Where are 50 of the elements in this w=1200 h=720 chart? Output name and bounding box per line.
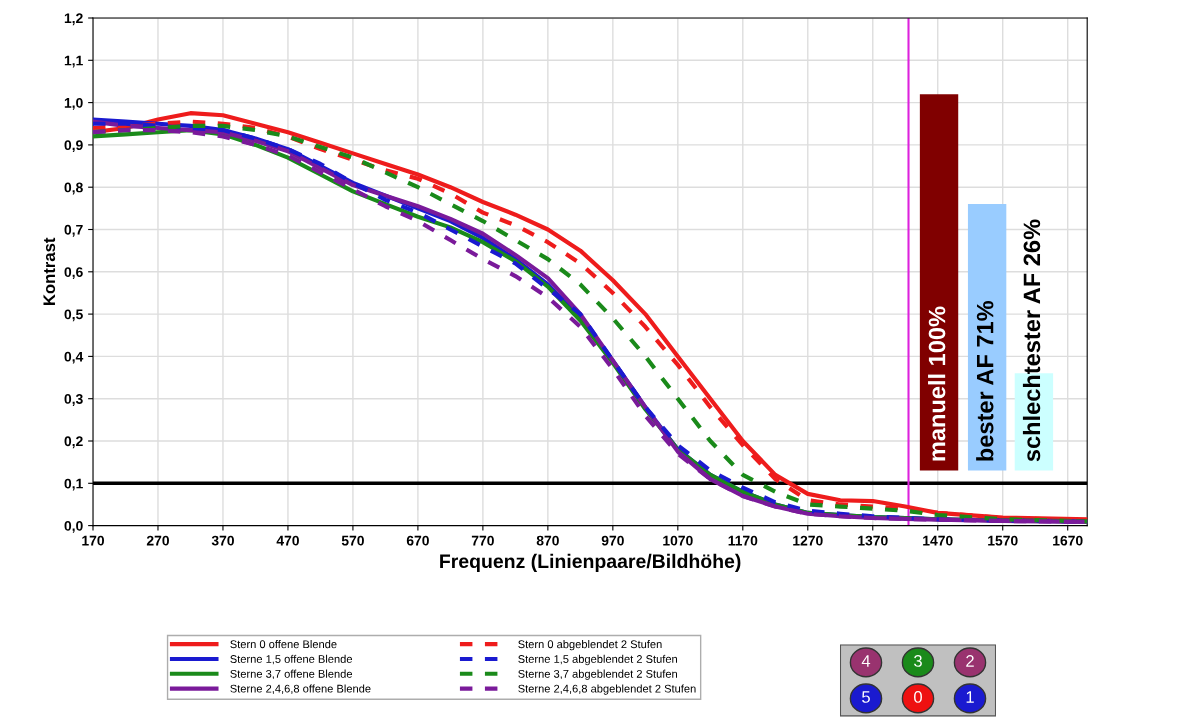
- y-tick-label: 1,1: [64, 55, 83, 68]
- x-tick-label: 870: [536, 535, 559, 546]
- y-tick-label: 0,9: [64, 140, 83, 153]
- y-tick-label: 0,2: [64, 436, 83, 449]
- x-axis-title: Frequenz (Linienpaare/Bildhöhe): [440, 553, 741, 572]
- legend-label: Sterne 1,5 abgeblendet 2 Stufen: [518, 654, 677, 666]
- x-tick-label: 1270: [793, 535, 823, 546]
- x-tick-label: 1470: [923, 535, 953, 546]
- x-tick-label: 470: [276, 535, 299, 546]
- data-label: manuell 100%: [928, 306, 946, 461]
- legend-label: Sterne 1,5 offene Blende: [230, 654, 353, 665]
- y-tick-label: 0,4: [64, 351, 84, 364]
- legend-label: Stern 0 abgeblendet 2 Stufen: [518, 640, 662, 651]
- bar: [919, 94, 959, 471]
- y-tick-label: 1,0: [64, 97, 83, 110]
- y-tick-label: 0,1: [64, 478, 83, 491]
- x-tick-label: 370: [211, 535, 234, 546]
- text: 5: [862, 691, 870, 703]
- y-tick-label: 0,0: [64, 520, 83, 533]
- y-tick-label: 1,2: [64, 13, 83, 26]
- text: 2: [966, 655, 974, 667]
- bar: [967, 204, 1007, 471]
- text: 3: [914, 655, 922, 667]
- legend-label: Sterne 2,4,6,8 offene Blende: [230, 684, 371, 694]
- x-tick-label: 1670: [1053, 535, 1083, 546]
- data-label: bester AF 71%: [976, 300, 994, 461]
- legend-label: Sterne 3,7 offene Blende: [230, 669, 353, 680]
- x-tick-label: 670: [406, 535, 429, 546]
- legend-label: Sterne 2,4,6,8 abgeblendet 2 Stufen: [518, 684, 696, 695]
- y-tick-label: 0,7: [64, 224, 83, 237]
- text: 4: [861, 655, 871, 667]
- x-tick-label: 1570: [988, 535, 1018, 546]
- text: 0: [914, 691, 922, 703]
- x-tick-label: 770: [471, 535, 494, 546]
- y-tick-label: 0,8: [64, 182, 83, 195]
- x-tick-label: 1370: [858, 535, 888, 546]
- x-tick-label: 970: [601, 535, 624, 546]
- legend-label: Sterne 3,7 abgeblendet 2 Stufen: [518, 669, 677, 680]
- y-tick-label: 0,6: [64, 267, 83, 279]
- x-tick-label: 1170: [728, 535, 758, 546]
- x-tick-label: 270: [146, 535, 169, 546]
- y-tick-label: 0,3: [64, 394, 83, 406]
- x-tick-label: 570: [341, 535, 364, 546]
- x-tick-label: 1070: [663, 535, 693, 546]
- legend-label: Stern 0 offene Blende: [230, 640, 337, 649]
- y-tick-label: 0,5: [64, 309, 83, 322]
- y-axis-title: Kontrast: [43, 237, 56, 305]
- text: 1: [966, 691, 974, 703]
- data-label: schlechtester AF 26%: [1022, 219, 1041, 462]
- x-tick-label: 170: [82, 535, 105, 546]
